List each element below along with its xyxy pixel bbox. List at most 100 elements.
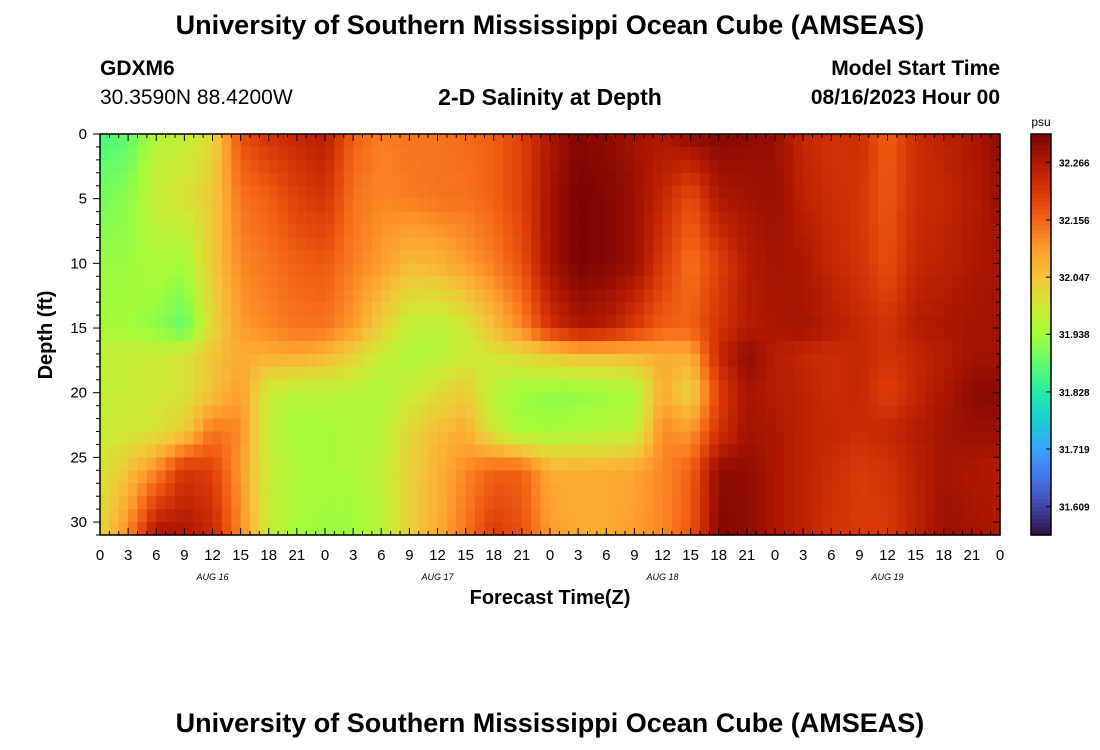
heatmap-cell (306, 509, 317, 523)
heatmap-cell (100, 224, 110, 239)
heatmap-cell (915, 392, 926, 407)
heatmap-cell (681, 457, 692, 471)
heatmap-cell (550, 276, 560, 290)
heatmap-cell (915, 379, 926, 394)
heatmap-cell (803, 353, 814, 368)
heatmap-cell (437, 340, 448, 355)
heatmap-cell (700, 457, 710, 471)
heatmap-cell (315, 340, 326, 355)
heatmap-cell (896, 496, 907, 510)
heatmap-cell (587, 315, 598, 329)
heatmap-cell (925, 211, 935, 226)
heatmap-cell (193, 237, 204, 252)
heatmap-cell (278, 211, 289, 226)
heatmap-cell (165, 483, 176, 497)
heatmap-cell (137, 250, 148, 264)
heatmap-cell (559, 172, 570, 187)
heatmap-cell (878, 431, 889, 446)
heatmap-cell (493, 431, 504, 446)
heatmap-cell (437, 405, 448, 420)
heatmap-cell (137, 483, 148, 497)
heatmap-cell (400, 198, 410, 213)
heatmap-cell (221, 211, 232, 226)
heatmap-cell (728, 263, 739, 277)
heatmap-cell (606, 198, 617, 213)
heatmap-cell (653, 224, 664, 239)
heatmap-cell (465, 457, 476, 471)
heatmap-cell (418, 379, 429, 394)
heatmap-cell (784, 146, 795, 161)
heatmap-cell (756, 302, 767, 316)
heatmap-cell (156, 431, 167, 446)
heatmap-cell (925, 470, 935, 484)
heatmap-cell (709, 198, 720, 213)
heatmap-cell (953, 418, 964, 433)
heatmap-cell (418, 418, 429, 433)
heatmap-cell (362, 211, 373, 226)
heatmap-cell (709, 172, 720, 187)
heatmap-cell (887, 353, 898, 368)
heatmap-cell (812, 328, 823, 342)
heatmap-cell (578, 509, 589, 523)
station-coordinates: 30.3590N 88.4200W (100, 86, 293, 109)
heatmap-cell (437, 263, 448, 277)
heatmap-cell (728, 522, 739, 536)
heatmap-cell (840, 353, 851, 368)
heatmap-cell (746, 263, 757, 277)
heatmap-cell (118, 185, 129, 200)
heatmap-cell (625, 392, 635, 407)
heatmap-cell (953, 340, 964, 355)
heatmap-cell (662, 289, 673, 303)
heatmap-cell (146, 224, 157, 239)
heatmap-cell (578, 224, 589, 239)
heatmap-cell (278, 509, 289, 523)
heatmap-cell (559, 289, 570, 303)
heatmap-cell (587, 522, 598, 536)
heatmap-cell (850, 483, 860, 497)
heatmap-cell (531, 315, 542, 329)
heatmap-cell (746, 315, 757, 329)
heatmap-cell (887, 366, 898, 381)
heatmap-cell (287, 134, 298, 148)
heatmap-cell (746, 172, 757, 187)
heatmap-cell (953, 405, 964, 420)
heatmap-cell (250, 289, 260, 303)
colorbar-segment (1031, 218, 1051, 223)
colorbar-segment (1031, 134, 1051, 139)
heatmap-cell (803, 263, 814, 277)
heatmap-cell (437, 224, 448, 239)
heatmap-cell (296, 328, 307, 342)
x-tick-label: 21 (739, 547, 756, 564)
heatmap-cell (446, 289, 457, 303)
heatmap-cell (962, 263, 973, 277)
colorbar-segment (1031, 406, 1051, 412)
heatmap-cell (475, 405, 485, 420)
heatmap-cell (606, 172, 617, 187)
heatmap-cell (578, 159, 589, 174)
heatmap-cell (559, 146, 570, 161)
heatmap-cell (859, 315, 870, 329)
heatmap-cell (456, 185, 467, 200)
heatmap-cell (803, 159, 814, 174)
x-tick-label: 12 (429, 547, 446, 564)
heatmap-cell (971, 146, 982, 161)
heatmap-cell (325, 134, 335, 148)
heatmap-cell (850, 211, 860, 226)
heatmap-cell (643, 444, 654, 458)
heatmap-cell (625, 457, 635, 471)
heatmap-cell (812, 302, 823, 316)
heatmap-cell (128, 444, 139, 458)
heatmap-cell (484, 276, 495, 290)
heatmap-cell (128, 315, 139, 329)
heatmap-cell (175, 483, 185, 497)
heatmap-cell (803, 444, 814, 458)
heatmap-cell (503, 457, 514, 471)
heatmap-cell (109, 250, 120, 264)
heatmap-cell (718, 276, 729, 290)
heatmap-cell (700, 470, 710, 484)
heatmap-cell (400, 366, 410, 381)
heatmap-cell (709, 405, 720, 420)
heatmap-cell (878, 315, 889, 329)
heatmap-cell (878, 444, 889, 458)
heatmap-cell (240, 263, 251, 277)
